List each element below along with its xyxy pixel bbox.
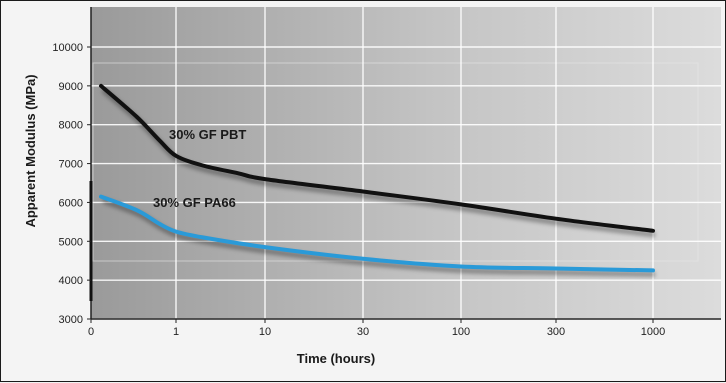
x-tick-label-1: 1: [173, 326, 179, 338]
y-tick-label-8000: 8000: [59, 120, 83, 132]
x-axis-title: Time (hours): [297, 351, 376, 366]
y-tick-label-10000: 10000: [52, 42, 83, 54]
series-label-pbt: 30% GF PBT: [169, 127, 246, 142]
x-tick-label-100: 100: [452, 326, 470, 338]
y-axis-ticks: 3000 4000 5000 6000 7000 8000 9000 10000: [52, 42, 91, 326]
series-line-pbt: [99, 83, 655, 233]
y-tick-label-7000: 7000: [59, 159, 83, 171]
y-tick-label-4000: 4000: [59, 275, 83, 287]
y-tick-label-6000: 6000: [59, 197, 83, 209]
x-tick-label-300: 300: [547, 326, 565, 338]
x-axis-ticks: 0 1 10 30 100 300 1000: [88, 319, 665, 338]
x-tick-label-10: 10: [259, 326, 271, 338]
series-label-pa66: 30% GF PA66: [153, 195, 236, 210]
series-shadow-pa66: [102, 198, 656, 277]
series-line-pa66: [99, 194, 655, 273]
x-tick-label-0: 0: [88, 326, 94, 338]
y-tick-label-3000: 3000: [59, 314, 83, 326]
x-tick-label-1000: 1000: [641, 326, 665, 338]
y-axis-title: Apparent Modulus (MPa): [23, 74, 38, 227]
series-group: [99, 83, 656, 277]
y-tick-label-9000: 9000: [59, 81, 83, 93]
y-tick-label-5000: 5000: [59, 236, 83, 248]
x-tick-label-30: 30: [357, 326, 369, 338]
